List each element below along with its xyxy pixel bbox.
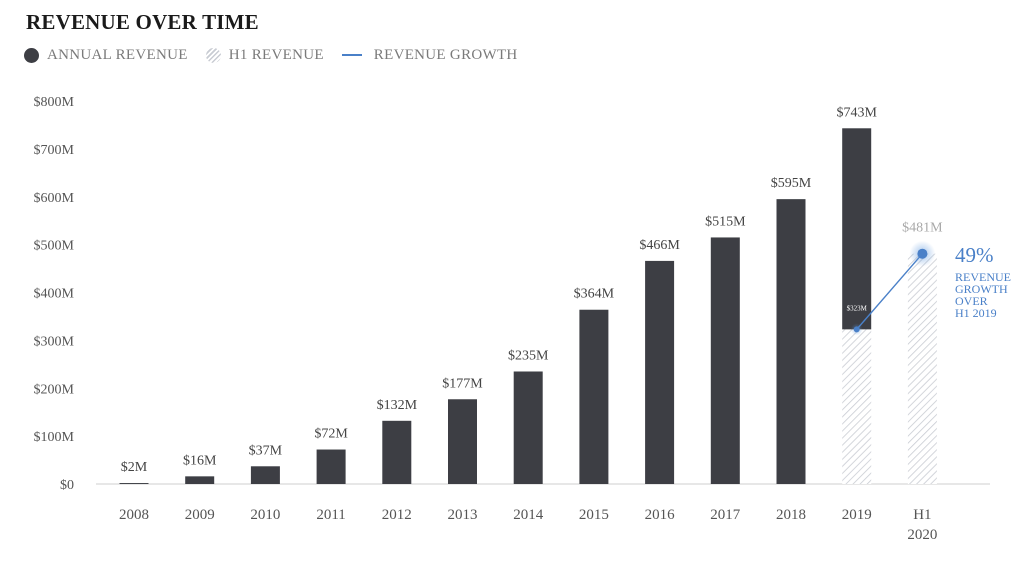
y-tick-label: $500M [34, 239, 75, 254]
legend-label-growth: REVENUE GROWTH [373, 46, 518, 63]
legend-item-growth: REVENUE GROWTH [341, 46, 518, 64]
y-tick-label: $0 [60, 478, 74, 493]
y-tick-label: $300M [34, 334, 75, 349]
annual-value-label: $743M [836, 105, 877, 120]
growth-annotation-text: OVER [955, 294, 988, 308]
growth-annotation-text: REVENUE [955, 270, 1011, 284]
y-tick-label: $800M [34, 95, 75, 110]
h1-swatch-icon [205, 47, 221, 63]
h1-value-label: $481M [902, 221, 943, 236]
annual-bar [579, 309, 609, 484]
annual-value-label: $132M [377, 398, 418, 413]
growth-point [917, 248, 928, 259]
y-tick-label: $400M [34, 287, 75, 302]
x-tick-label: H1 [913, 507, 931, 523]
annual-bar [448, 399, 477, 484]
chart-legend: ANNUAL REVENUE H1 REVENUE REVENUE GROWTH [24, 44, 536, 66]
growth-annotation-text: GROWTH [955, 282, 1008, 296]
annual-bar [250, 466, 280, 484]
growth-point [853, 326, 860, 333]
x-tick-label: 2015 [579, 507, 609, 523]
annual-bar [842, 128, 872, 330]
growth-annotation-text: H1 2019 [955, 306, 997, 320]
annual-value-label: $466M [639, 238, 680, 253]
annual-bar [119, 483, 149, 484]
annual-value-label: $177M [442, 376, 483, 391]
h1-bar [842, 329, 872, 484]
annual-bar [316, 449, 346, 484]
annual-value-label: $595M [771, 176, 812, 191]
annual-swatch-icon [24, 47, 39, 63]
annual-bar [645, 260, 675, 484]
chart-title: REVENUE OVER TIME [26, 10, 259, 34]
x-tick-label: 2012 [382, 507, 412, 523]
legend-label-h1: H1 REVENUE [228, 46, 324, 63]
y-tick-label: $600M [34, 191, 75, 206]
x-tick-label: 2011 [316, 507, 345, 523]
annual-value-label: $235M [508, 348, 549, 363]
annual-bar [776, 199, 806, 485]
annual-bar [382, 420, 412, 484]
annual-value-label: $72M [314, 427, 348, 442]
annual-value-label: $364M [574, 287, 615, 302]
growth-annotation-value: 49% [955, 243, 994, 267]
annual-value-label: $16M [183, 453, 217, 468]
growth-line [856, 253, 923, 330]
y-tick-label: $700M [34, 143, 75, 158]
x-tick-label: 2016 [645, 507, 676, 523]
annual-bar [710, 237, 740, 484]
annual-bar [185, 476, 215, 484]
x-tick-label: 2008 [119, 507, 149, 523]
x-tick-label: 2017 [710, 507, 741, 523]
x-tick-label: 2018 [776, 507, 806, 523]
annual-value-label: $2M [121, 460, 148, 475]
x-tick-label: 2019 [842, 507, 872, 523]
y-tick-label: $100M [34, 430, 75, 445]
h1-bar [907, 253, 937, 484]
x-tick-label: 2014 [513, 507, 544, 523]
legend-item-h1: H1 REVENUE [205, 46, 324, 64]
x-tick-label: 2020 [907, 527, 937, 543]
y-tick-label: $200M [34, 382, 75, 397]
x-tick-label: 2013 [448, 507, 478, 523]
growth-line-icon [341, 54, 362, 56]
x-tick-label: 2009 [185, 507, 215, 523]
annual-value-label: $515M [705, 214, 746, 229]
legend-item-annual: ANNUAL REVENUE [24, 47, 188, 64]
x-tick-label: 2010 [250, 507, 280, 523]
annual-bar [513, 371, 543, 484]
annual-value-label: $37M [249, 443, 283, 458]
h1-value-label: $323M [847, 304, 868, 312]
legend-label-annual: ANNUAL REVENUE [47, 46, 188, 63]
